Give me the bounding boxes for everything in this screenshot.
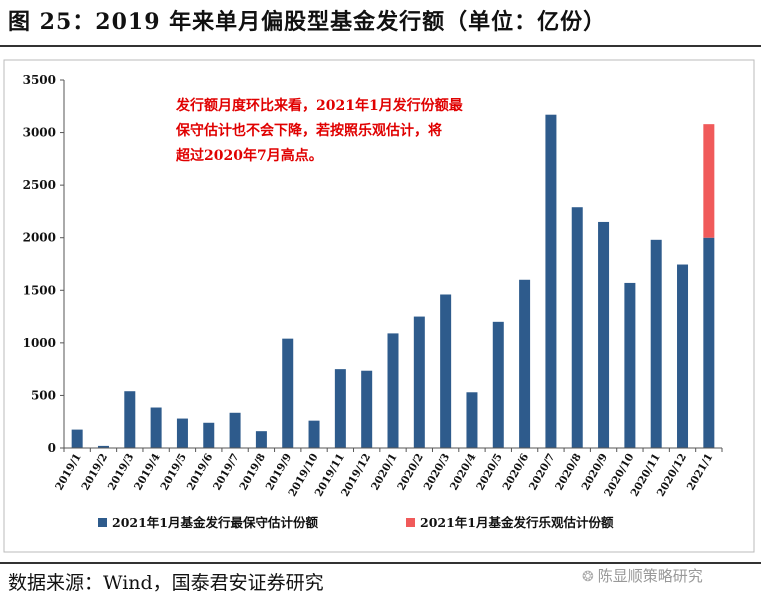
x-axis: 2019/12019/22019/32019/42019/52019/62019… xyxy=(53,447,723,499)
chart-annotation: 发行额月度环比来看，2021年1月发行份额最保守估计也不会下降，若按照乐观估计，… xyxy=(175,97,464,164)
title-divider xyxy=(0,45,761,47)
bar-conservative xyxy=(440,294,452,448)
bar-conservative xyxy=(229,412,241,448)
bar-conservative xyxy=(492,321,504,448)
bar-conservative xyxy=(361,370,373,448)
bar-optimistic xyxy=(703,124,715,238)
bar-conservative xyxy=(571,207,583,448)
x-tick-label: 2021/1 xyxy=(685,452,716,493)
y-tick-label: 3000 xyxy=(23,126,56,140)
bar-conservative xyxy=(598,221,610,448)
bar-conservative xyxy=(466,392,478,448)
y-tick-label: 500 xyxy=(31,388,56,402)
legend-label-conservative: 2021年1月基金发行最保守估计份额 xyxy=(112,515,318,530)
y-tick-label: 0 xyxy=(48,441,56,455)
bar-conservative xyxy=(519,279,531,448)
annotation-line: 保守估计也不会下降，若按照乐观估计，将 xyxy=(175,122,442,139)
bar-conservative xyxy=(97,445,109,448)
figure-title: 图 25：2019 年来单月偏股型基金发行额（单位：亿份） xyxy=(8,9,607,35)
bar-series xyxy=(71,114,715,448)
bar-conservative xyxy=(413,316,425,448)
watermark: ❂ 陈显顺策略研究 xyxy=(582,565,703,586)
annotation-line: 发行额月度环比来看，2021年1月发行份额最 xyxy=(175,97,464,114)
y-axis: 0 500 1000 1500 2000 2500 3000 3500 xyxy=(23,73,65,455)
bar-conservative xyxy=(624,282,636,448)
plot-frame xyxy=(3,59,755,553)
bar-conservative xyxy=(703,237,715,448)
legend-label-optimistic: 2021年1月基金发行乐观估计份额 xyxy=(420,515,614,530)
y-tick-label: 2000 xyxy=(23,231,56,245)
y-tick-label: 1500 xyxy=(23,283,56,297)
y-tick-label: 1000 xyxy=(23,336,56,350)
bar-conservative xyxy=(387,333,399,448)
bar-conservative xyxy=(124,391,136,448)
bar-conservative xyxy=(150,407,162,448)
bar-conservative xyxy=(255,431,267,448)
bar-conservative xyxy=(308,420,320,448)
y-tick-label: 2500 xyxy=(23,178,56,192)
legend-swatch-conservative xyxy=(98,518,107,527)
bar-conservative xyxy=(176,418,188,448)
bar-conservative xyxy=(71,429,83,448)
watermark-text: 陈显顺策略研究 xyxy=(597,567,703,585)
bar-conservative xyxy=(677,264,689,448)
bar-conservative xyxy=(282,338,294,448)
annotation-line: 超过2020年7月高点。 xyxy=(175,147,323,164)
bar-conservative xyxy=(545,114,557,448)
source-note: 数据来源：Wind，国泰君安证券研究 xyxy=(8,572,324,594)
y-tick-label: 3500 xyxy=(23,73,56,87)
legend-swatch-optimistic xyxy=(406,518,415,527)
footer-divider xyxy=(0,562,761,564)
bar-chart: 0 500 1000 1500 2000 2500 3000 3500 2019/12019/… xyxy=(3,59,755,553)
bar-conservative xyxy=(334,369,346,448)
wechat-icon: ❂ xyxy=(582,569,594,585)
bar-conservative xyxy=(650,239,662,448)
chart-legend: 2021年1月基金发行最保守估计份额 2021年1月基金发行乐观估计份额 xyxy=(98,515,614,530)
bar-conservative xyxy=(203,422,215,448)
